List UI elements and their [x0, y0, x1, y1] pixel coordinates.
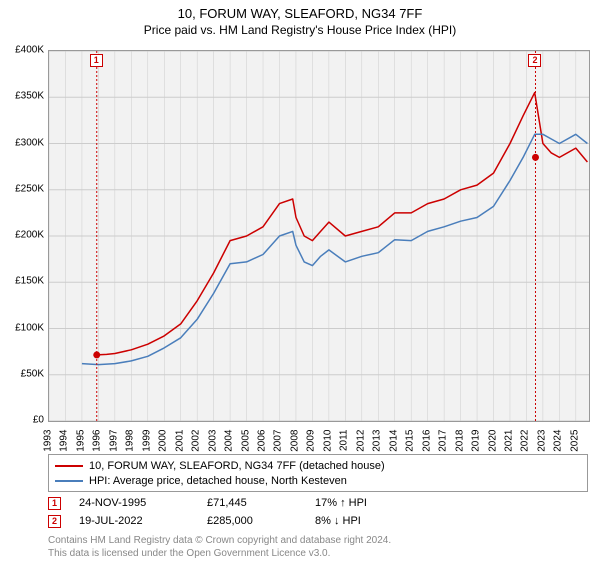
x-axis-tick-label: 1997 [108, 430, 119, 454]
y-axis-tick-label: £300K [15, 137, 44, 148]
x-axis-tick-label: 2023 [536, 430, 547, 454]
x-axis-tick-label: 2005 [240, 430, 251, 454]
event-row: 2 19-JUL-2022 £285,000 8% ↓ HPI [48, 512, 588, 530]
x-axis-tick-label: 2001 [174, 430, 185, 454]
event-date: 24-NOV-1995 [79, 497, 189, 509]
y-axis-tick-label: £50K [21, 368, 44, 379]
x-axis-tick-label: 2004 [224, 430, 235, 454]
x-axis-tick-label: 2019 [471, 430, 482, 454]
chart-title: 10, FORUM WAY, SLEAFORD, NG34 7FF [0, 6, 600, 21]
x-axis-tick-label: 2008 [289, 430, 300, 454]
legend-item: 10, FORUM WAY, SLEAFORD, NG34 7FF (detac… [55, 458, 581, 473]
x-axis-tick-label: 2002 [191, 430, 202, 454]
x-axis-tick-label: 1993 [43, 430, 54, 454]
x-axis-tick-label: 2015 [405, 430, 416, 454]
x-axis-tick-label: 1994 [59, 430, 70, 454]
x-axis-tick-label: 2010 [322, 430, 333, 454]
x-axis-tick-label: 2020 [487, 430, 498, 454]
y-axis-tick-label: £350K [15, 91, 44, 102]
event-row: 1 24-NOV-1995 £71,445 17% ↑ HPI [48, 494, 588, 512]
x-axis-tick-label: 1998 [125, 430, 136, 454]
x-axis-tick-label: 2000 [158, 430, 169, 454]
x-axis-tick-label: 2007 [273, 430, 284, 454]
x-axis-tick-label: 2011 [339, 430, 350, 454]
x-axis-tick-label: 2025 [569, 430, 580, 454]
event-marker-icon: 2 [48, 515, 61, 528]
footer: Contains HM Land Registry data © Crown c… [48, 534, 588, 560]
y-axis-tick-label: £150K [15, 276, 44, 287]
events-table: 1 24-NOV-1995 £71,445 17% ↑ HPI 2 19-JUL… [48, 494, 588, 530]
footer-line: This data is licensed under the Open Gov… [48, 547, 588, 560]
y-axis-tick-label: £400K [15, 45, 44, 56]
x-axis-tick-label: 2021 [503, 430, 514, 454]
x-axis-tick-label: 2022 [520, 430, 531, 454]
chart-marker-icon: 1 [90, 54, 103, 67]
x-axis-tick-label: 2006 [257, 430, 268, 454]
legend-item: HPI: Average price, detached house, Nort… [55, 473, 581, 488]
event-marker-icon: 1 [48, 497, 61, 510]
legend: 10, FORUM WAY, SLEAFORD, NG34 7FF (detac… [48, 454, 588, 492]
x-axis-tick-label: 1995 [75, 430, 86, 454]
legend-label: HPI: Average price, detached house, Nort… [89, 475, 347, 487]
x-axis-tick-label: 2018 [454, 430, 465, 454]
chart-marker-icon: 2 [528, 54, 541, 67]
event-hpi: 17% ↑ HPI [315, 497, 425, 509]
event-hpi: 8% ↓ HPI [315, 515, 425, 527]
y-axis-tick-label: £250K [15, 183, 44, 194]
y-axis-tick-label: £200K [15, 230, 44, 241]
x-axis-tick-label: 2014 [388, 430, 399, 454]
x-axis-tick-label: 2024 [553, 430, 564, 454]
footer-line: Contains HM Land Registry data © Crown c… [48, 534, 588, 547]
chart-subtitle: Price paid vs. HM Land Registry's House … [0, 23, 600, 37]
legend-label: 10, FORUM WAY, SLEAFORD, NG34 7FF (detac… [89, 460, 385, 472]
event-price: £285,000 [207, 515, 297, 527]
y-axis-tick-label: £100K [15, 322, 44, 333]
x-axis-tick-label: 2017 [438, 430, 449, 454]
y-axis-tick-label: £0 [33, 415, 44, 426]
x-axis-tick-label: 2016 [421, 430, 432, 454]
x-axis-tick-label: 1996 [92, 430, 103, 454]
x-axis-tick-label: 2003 [207, 430, 218, 454]
chart-plot-area [48, 50, 590, 422]
x-axis-tick-label: 2009 [306, 430, 317, 454]
x-axis-tick-label: 1999 [141, 430, 152, 454]
x-axis-tick-label: 2012 [355, 430, 366, 454]
x-axis-tick-label: 2013 [372, 430, 383, 454]
event-date: 19-JUL-2022 [79, 515, 189, 527]
legend-swatch [55, 465, 83, 467]
legend-swatch [55, 480, 83, 482]
event-price: £71,445 [207, 497, 297, 509]
